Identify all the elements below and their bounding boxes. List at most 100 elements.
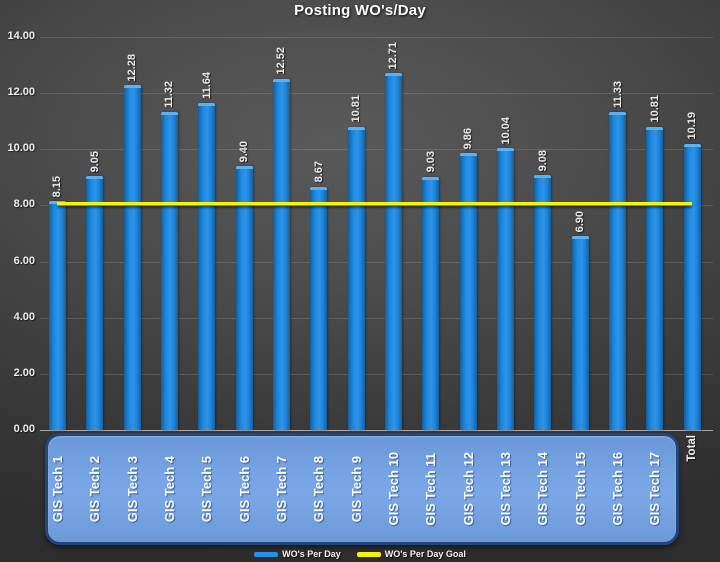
bar-wos-per-day[interactable] xyxy=(534,175,552,430)
bar-top-highlight xyxy=(609,111,627,115)
bar-top-highlight xyxy=(459,153,477,157)
bar-value-label: 11.33 xyxy=(607,38,629,108)
bar-wos-per-day[interactable] xyxy=(235,166,253,430)
x-axis-label-text: GIS Tech 5 xyxy=(199,455,215,523)
x-axis-category-label: GIS Tech 5 xyxy=(195,436,219,542)
bar-value-label: 11.64 xyxy=(196,29,218,99)
bar-top-highlight xyxy=(160,112,178,116)
bar-wos-per-day[interactable] xyxy=(347,126,365,430)
bar-wos-per-day[interactable] xyxy=(198,103,216,430)
legend-swatch-bars xyxy=(254,551,279,557)
x-axis-label-total: Total xyxy=(680,435,704,495)
x-axis-category-label: GIS Tech 3 xyxy=(120,436,144,542)
x-axis-label-text: GIS Tech 8 xyxy=(311,455,327,523)
bar-value-text: 12.52 xyxy=(275,47,288,75)
bar-value-text: 12.71 xyxy=(387,41,400,70)
x-axis-label-text: GIS Tech 7 xyxy=(273,455,289,523)
y-axis-tick-label: 8.00 xyxy=(13,198,35,211)
bar-wos-per-day[interactable] xyxy=(384,73,402,430)
x-axis-category-label: GIS Tech 2 xyxy=(83,436,107,542)
x-axis-label-text: GIS Tech 13 xyxy=(498,452,513,526)
x-axis-category-label: GIS Tech 4 xyxy=(157,436,181,542)
bar-wos-per-day[interactable] xyxy=(683,143,701,430)
bar-wos-per-day[interactable] xyxy=(48,201,66,430)
bar-value-label: 12.28 xyxy=(121,11,143,82)
bar-value-text: 10.04 xyxy=(499,116,512,145)
bar-value-label: 6.90 xyxy=(569,162,591,232)
bar-top-highlight xyxy=(347,126,365,130)
bar-value-text: 6.90 xyxy=(574,210,587,233)
bar-value-label: 9.05 xyxy=(84,102,106,172)
goal-line[interactable] xyxy=(57,202,693,207)
x-axis-label-text: GIS Tech 2 xyxy=(87,455,103,523)
x-axis-category-label: GIS Tech 10 xyxy=(381,436,405,542)
x-axis-category-label: GIS Tech 1 xyxy=(45,436,69,542)
legend-item-goal-line[interactable]: WO's Per Day Goal xyxy=(356,549,466,559)
bar-value-text: 10.81 xyxy=(648,95,661,123)
x-axis-category-label: GIS Tech 13 xyxy=(494,436,518,542)
x-axis-label-text: GIS Tech 4 xyxy=(161,455,177,523)
bar-value-text: 11.64 xyxy=(200,72,213,100)
bar-wos-per-day[interactable] xyxy=(160,112,178,430)
gridline xyxy=(40,317,713,319)
y-axis-tick-label: 10.00 xyxy=(7,142,35,155)
bar-value-text: 9.08 xyxy=(536,149,549,172)
bar-value-label: 9.08 xyxy=(532,101,554,171)
bar-value-label: 8.67 xyxy=(308,113,330,182)
y-axis-tick-label: 0.00 xyxy=(13,423,35,435)
x-axis-category-label: GIS Tech 17 xyxy=(643,436,667,542)
x-axis-label-text: GIS Tech 14 xyxy=(535,452,551,526)
legend-swatch-goal-line xyxy=(356,551,381,557)
category-label-box xyxy=(45,433,679,545)
x-axis-category-label: GIS Tech 15 xyxy=(568,436,592,542)
bar-value-text: 9.40 xyxy=(238,140,251,163)
gridline xyxy=(40,149,713,151)
x-axis-label-text: GIS Tech 12 xyxy=(460,452,476,526)
bar-value-text: 10.19 xyxy=(686,112,699,140)
bar-value-label: 10.19 xyxy=(681,70,703,140)
x-axis-category-label: GIS Tech 16 xyxy=(606,436,630,542)
bar-wos-per-day[interactable] xyxy=(86,175,104,430)
x-axis-label-text: GIS Tech 16 xyxy=(610,452,626,526)
bar-top-highlight xyxy=(235,166,253,170)
bar-wos-per-day[interactable] xyxy=(571,236,589,430)
x-axis-label-text: GIS Tech 9 xyxy=(348,455,364,523)
bar-wos-per-day[interactable] xyxy=(422,176,440,430)
bar-value-text: 11.32 xyxy=(163,81,176,109)
bar-value-label: 9.40 xyxy=(233,92,255,162)
y-axis-tick-label: 2.00 xyxy=(13,366,35,379)
x-axis-label-text: GIS Tech 6 xyxy=(236,455,252,523)
gridline xyxy=(40,261,713,263)
x-axis-label-text: GIS Tech 11 xyxy=(423,452,439,526)
bar-top-highlight xyxy=(198,103,216,107)
bar-top-highlight xyxy=(683,143,701,147)
legend-label: WO's Per Day Goal xyxy=(384,549,466,559)
x-axis-category-label: GIS Tech 11 xyxy=(419,436,443,542)
bar-wos-per-day[interactable] xyxy=(646,126,664,430)
bar-value-label: 8.15 xyxy=(46,127,68,197)
bar-top-highlight xyxy=(310,186,328,190)
y-axis-tick-label: 14.00 xyxy=(7,30,35,42)
bar-top-highlight xyxy=(571,236,589,240)
bar-wos-per-day[interactable] xyxy=(609,111,627,430)
bar-wos-per-day[interactable] xyxy=(459,153,477,430)
x-axis-label-text: GIS Tech 15 xyxy=(572,452,588,526)
x-axis-label-text: GIS Tech 10 xyxy=(385,452,401,526)
bar-top-highlight xyxy=(384,73,402,77)
bar-wos-per-day[interactable] xyxy=(497,148,514,430)
gridline xyxy=(40,373,713,375)
bar-wos-per-day[interactable] xyxy=(272,78,290,430)
bar-top-highlight xyxy=(86,175,104,179)
x-axis-label-text: Total xyxy=(686,435,699,462)
y-axis-tick-label: 4.00 xyxy=(13,310,35,323)
bar-wos-per-day[interactable] xyxy=(123,85,141,430)
x-axis-category-label: GIS Tech 6 xyxy=(232,436,256,542)
bar-value-text: 9.05 xyxy=(88,150,101,172)
bar-value-text: 9.86 xyxy=(462,127,475,150)
bar-wos-per-day[interactable] xyxy=(310,186,328,430)
gridline xyxy=(40,37,713,38)
legend-item-bars[interactable]: WO's Per Day xyxy=(254,549,341,559)
x-axis-category-label: GIS Tech 9 xyxy=(344,436,368,542)
legend: WO's Per Day WO's Per Day Goal xyxy=(0,546,720,562)
